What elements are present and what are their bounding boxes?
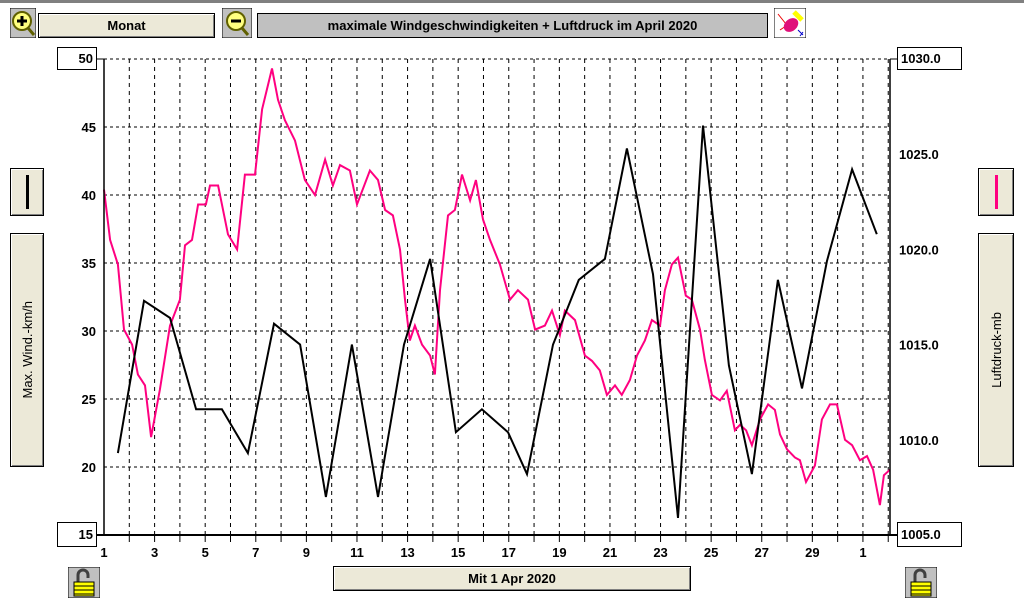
wind-series-line (103, 68, 891, 506)
x-tick-label: 25 (704, 545, 718, 560)
x-tick-label: 13 (400, 545, 414, 560)
y-max-value[interactable]: 50 (57, 47, 97, 70)
top-border (0, 0, 1024, 3)
pressure-line-swatch (994, 175, 998, 209)
pressure-axis-button[interactable]: Luftdruck-mb (978, 233, 1014, 467)
pressure-legend-button[interactable] (978, 168, 1014, 216)
wind-line-swatch (25, 175, 29, 209)
x-tick-label: 17 (502, 545, 516, 560)
x-tick-label: 21 (603, 545, 617, 560)
x-tick-label: 15 (451, 545, 465, 560)
wind-axis-button[interactable]: Max. Wind.-km/h (10, 233, 44, 467)
x-tick-label: 5 (202, 545, 209, 560)
y2-tick-label: 1010.0 (899, 433, 939, 448)
x-tick-label: 23 (653, 545, 667, 560)
y-tick-label: 35 (82, 256, 96, 271)
y-tick-label: 30 (82, 324, 96, 339)
x-tick-label: 27 (755, 545, 769, 560)
y2-min-value[interactable]: 1005.0 (897, 522, 962, 547)
y2-tick-label: 1015.0 (899, 338, 939, 353)
x-tick-label: 9 (303, 545, 310, 560)
x-tick-label: 1 (100, 545, 107, 560)
x-tick-label: 7 (252, 545, 259, 560)
chart-title: maximale Windgeschwindigkeiten + Luftdru… (257, 13, 768, 38)
x-tick-label: 1 (859, 545, 866, 560)
color-palette-icon[interactable] (774, 8, 806, 38)
y-tick-label: 45 (82, 120, 96, 135)
wind-legend-button[interactable] (10, 168, 44, 216)
zoom-in-icon[interactable] (10, 8, 36, 38)
y-tick-label: 40 (82, 188, 96, 203)
zoom-out-icon[interactable] (222, 8, 252, 38)
y2-tick-label: 1025.0 (899, 147, 939, 162)
y-tick-label: 25 (82, 392, 96, 407)
x-tick-label: 11 (350, 545, 364, 560)
pressure-series-line (116, 125, 878, 519)
lock-right-icon[interactable] (905, 567, 937, 598)
date-button[interactable]: Mit 1 Apr 2020 (333, 566, 691, 591)
x-tick-label: 19 (552, 545, 566, 560)
period-button[interactable]: Monat (38, 13, 215, 38)
x-tick-label: 3 (151, 545, 158, 560)
lock-left-icon[interactable] (68, 567, 100, 598)
y2-max-value[interactable]: 1030.0 (897, 47, 962, 70)
x-tick-label: 29 (805, 545, 819, 560)
y-tick-label: 20 (82, 460, 96, 475)
y-min-value[interactable]: 15 (57, 522, 97, 547)
y2-tick-label: 1020.0 (899, 242, 939, 257)
